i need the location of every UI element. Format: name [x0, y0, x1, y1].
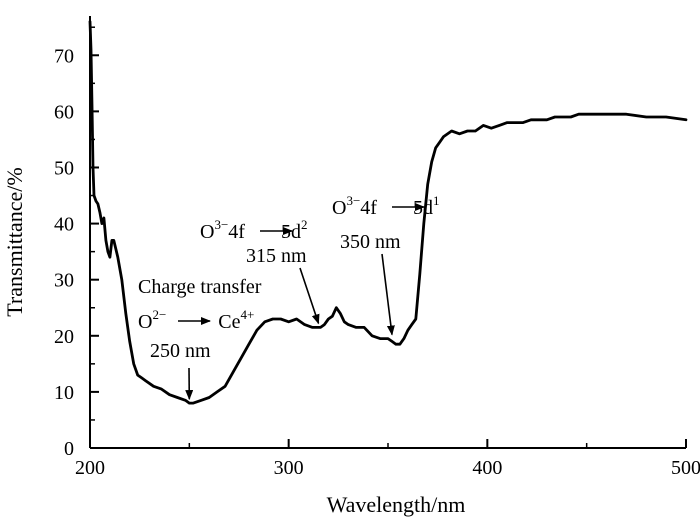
formula-left-sup: 3−	[346, 193, 360, 208]
formula-left: O	[200, 221, 214, 243]
annotation-5d1: O3−4f 5d1 350 nm	[332, 193, 439, 336]
y-ticks: 0 10 20 30 40 50 60 70	[54, 26, 99, 460]
formula-left-sup: 3−	[214, 217, 228, 232]
formula-left-rest: 4f	[360, 197, 377, 219]
y-axis-title: Transmittance/%	[2, 167, 27, 317]
formula-right-sup: 4+	[241, 307, 255, 322]
annotation-5d2-value: 315 nm	[246, 245, 307, 267]
annotation-arrow-350nm	[381, 253, 395, 336]
x-axis-title: Wavelength/nm	[327, 492, 466, 517]
annotation-charge-transfer-formula: O2− Ce4+	[138, 307, 254, 333]
formula-left-rest: 4f	[228, 221, 245, 243]
formula-right: 5d	[281, 221, 301, 243]
y-tick-label: 40	[54, 214, 74, 236]
y-tick-label: 60	[54, 101, 74, 123]
annotation-5d1-value: 350 nm	[340, 231, 401, 253]
y-tick-label: 30	[54, 270, 74, 292]
formula-right: Ce	[218, 311, 240, 333]
formula-right-sup: 2	[301, 217, 308, 232]
y-tick-label: 0	[64, 438, 74, 460]
formula-left-sup: 2−	[152, 307, 166, 322]
y-tick-label: 50	[54, 157, 74, 179]
y-tick-label: 20	[54, 326, 74, 348]
formula-left: O	[332, 197, 346, 219]
series-line	[88, 20, 688, 405]
annotation-arrow-315nm	[299, 267, 320, 325]
annotation-5d1-formula: O3−4f 5d1	[332, 193, 439, 219]
annotation-charge-transfer: Charge transfer O2− Ce4+ 250 nm	[138, 276, 262, 401]
annotation-charge-transfer-value: 250 nm	[150, 340, 211, 362]
x-tick-label: 300	[274, 457, 304, 479]
x-tick-label: 200	[75, 457, 105, 479]
annotation-5d2: O3−4f 5d2 315 nm	[200, 217, 320, 325]
x-tick-label: 500	[671, 457, 700, 479]
x-ticks: 200 300 400 500	[75, 439, 700, 479]
y-tick-label: 10	[54, 382, 74, 404]
formula-right-sup: 1	[433, 193, 440, 208]
annotation-5d2-formula: O3−4f 5d2	[200, 217, 307, 243]
x-tick-label: 400	[472, 457, 502, 479]
annotation-charge-transfer-label: Charge transfer	[138, 276, 262, 298]
y-tick-label: 70	[54, 45, 74, 67]
formula-right: 5d	[413, 197, 433, 219]
formula-left: O	[138, 311, 152, 333]
